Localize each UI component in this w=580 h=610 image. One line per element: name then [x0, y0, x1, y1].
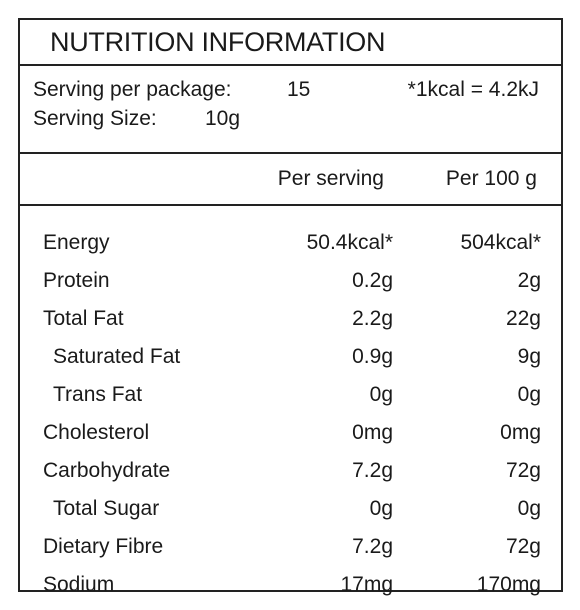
- per-serving-value: 0.9g: [352, 345, 393, 368]
- nutrient-row: Saturated Fat 0.9g 9g: [20, 338, 561, 376]
- per-100g-value: 170mg: [476, 573, 541, 596]
- per-serving-value: 0mg: [352, 421, 393, 444]
- column-header-row: Per serving Per 100 g: [20, 154, 561, 206]
- per-100g-value: 9g: [517, 345, 541, 368]
- nutrient-row: Total Sugar 0g 0g: [20, 490, 561, 528]
- panel-title: NUTRITION INFORMATION: [20, 20, 561, 66]
- nutrient-label: Trans Fat: [53, 383, 143, 406]
- per-100g-value: 0g: [517, 383, 541, 406]
- per-100g-value: 22g: [505, 307, 541, 330]
- nutrient-row: Total Fat 2.2g 22g: [20, 300, 561, 338]
- column-header-per-100g: Per 100 g: [445, 167, 537, 190]
- per-serving-value: 0.2g: [352, 269, 393, 292]
- per-serving-value: 0g: [369, 383, 393, 406]
- nutrient-label: Saturated Fat: [53, 345, 181, 368]
- nutrient-row: Cholesterol 0mg 0mg: [20, 414, 561, 452]
- energy-conversion-note: *1kcal = 4.2kJ: [407, 78, 539, 101]
- nutrient-row: Dietary Fibre 7.2g 72g: [20, 528, 561, 566]
- nutrient-row: Carbohydrate 7.2g 72g: [20, 452, 561, 490]
- nutrient-label: Cholesterol: [43, 421, 150, 444]
- nutrition-panel: NUTRITION INFORMATION Serving per packag…: [18, 18, 563, 596]
- per-serving-value: 7.2g: [352, 535, 393, 558]
- per-serving-value: 50.4kcal*: [306, 231, 393, 254]
- per-100g-value: 504kcal*: [460, 231, 541, 254]
- nutrient-label: Total Fat: [43, 307, 124, 330]
- per-serving-value: 17mg: [340, 573, 393, 596]
- nutrient-row: Trans Fat 0g 0g: [20, 376, 561, 414]
- per-serving-value: 0g: [369, 497, 393, 520]
- serving-per-package-value: 15: [287, 78, 311, 101]
- per-serving-value: 7.2g: [352, 459, 393, 482]
- nutrient-label: Sodium: [43, 573, 115, 596]
- serving-per-package-label: Serving per package:: [33, 78, 232, 101]
- serving-size-label: Serving Size:: [33, 107, 157, 130]
- per-100g-value: 72g: [505, 459, 541, 482]
- nutrient-row: Protein 0.2g 2g: [20, 262, 561, 300]
- nutrient-label: Protein: [43, 269, 110, 292]
- serving-info: Serving per package: 15 *1kcal = 4.2kJ S…: [20, 66, 561, 154]
- nutrient-row: Sodium 17mg 170mg: [20, 566, 561, 604]
- per-100g-value: 0mg: [500, 421, 541, 444]
- per-100g-value: 2g: [517, 269, 541, 292]
- nutrient-label: Total Sugar: [53, 497, 160, 520]
- per-100g-value: 72g: [505, 535, 541, 558]
- serving-size-value: 10g: [205, 107, 241, 130]
- per-100g-value: 0g: [517, 497, 541, 520]
- column-header-per-serving: Per serving: [277, 167, 384, 190]
- nutrient-label: Energy: [43, 231, 110, 254]
- nutrient-row: Energy 50.4kcal* 504kcal*: [20, 224, 561, 262]
- nutrient-label: Carbohydrate: [43, 459, 171, 482]
- nutrient-label: Dietary Fibre: [43, 535, 164, 558]
- per-serving-value: 2.2g: [352, 307, 393, 330]
